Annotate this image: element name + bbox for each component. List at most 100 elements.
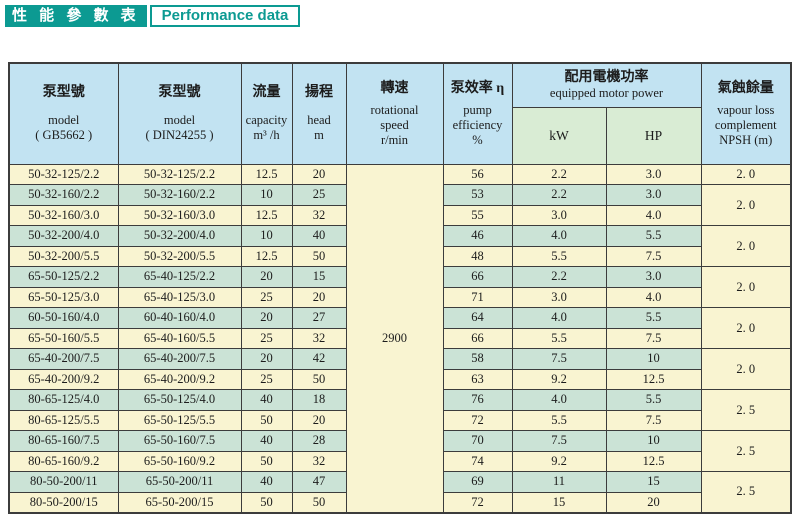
cell-efficiency: 64 xyxy=(442,307,513,329)
cell-model-din: 50-32-125/2.2 xyxy=(117,163,242,185)
cell-hp: 5.5 xyxy=(605,225,702,247)
header-motor-power-zh: 配用電機功率 xyxy=(564,70,649,86)
page-title-zh: 性 能 參 數 表 xyxy=(5,5,147,27)
cell-head: 20 xyxy=(291,409,347,431)
table-row: 65-40-200/7.5 65-40-200/7.5 20 42 58 7.5 10 2. … xyxy=(8,348,792,390)
cell-model-gb: 80-65-125/5.5 xyxy=(8,409,119,431)
header-npsh: 氣蝕餘量 vapour loss complement NPSH (m) xyxy=(700,62,792,165)
cell-model-gb: 80-50-200/11 xyxy=(8,471,119,493)
cell-model-gb: 65-40-200/7.5 xyxy=(8,348,119,370)
cell-kw: 4.0 xyxy=(511,307,607,329)
header-model-gb: 泵型號 model ( GB5662 ) xyxy=(8,62,119,165)
cell-efficiency: 48 xyxy=(442,245,513,267)
cell-model-gb: 65-50-125/3.0 xyxy=(8,286,119,308)
cell-model-din: 65-50-160/7.5 xyxy=(117,430,242,452)
cell-model-din: 50-32-200/4.0 xyxy=(117,225,242,247)
cell-hp: 3.0 xyxy=(605,163,702,185)
cell-hp: 10 xyxy=(605,430,702,452)
cell-efficiency: 76 xyxy=(442,389,513,411)
cell-model-gb: 80-65-160/9.2 xyxy=(8,450,119,472)
cell-kw: 5.5 xyxy=(511,409,607,431)
header-motor-power: 配用電機功率 equipped motor power xyxy=(511,62,702,108)
cell-speed: 2900 xyxy=(345,163,444,513)
cell-kw: 5.5 xyxy=(511,245,607,267)
cell-npsh: 2. 5 xyxy=(700,430,792,472)
performance-table: 泵型號 model ( GB5662 ) 泵型號 model ( DIN2425… xyxy=(8,62,793,514)
cell-model-gb: 65-50-125/2.2 xyxy=(8,266,119,288)
cell-npsh: 2. 5 xyxy=(700,471,792,513)
header-hp: HP xyxy=(605,106,702,165)
cell-efficiency: 70 xyxy=(442,430,513,452)
cell-capacity: 20 xyxy=(240,307,293,329)
cell-model-din: 50-32-160/3.0 xyxy=(117,204,242,226)
cell-kw: 3.0 xyxy=(511,286,607,308)
table-row: 65-40-200/9.2 65-40-200/9.2 25 50 63 9.2 12.5 xyxy=(8,368,791,390)
cell-hp: 12.5 xyxy=(605,368,702,390)
cell-head: 50 xyxy=(291,368,347,390)
cell-efficiency: 71 xyxy=(442,286,513,308)
cell-capacity: 25 xyxy=(240,327,293,349)
cell-model-din: 65-40-125/2.2 xyxy=(117,266,242,288)
cell-kw: 15 xyxy=(511,491,607,513)
cell-capacity: 20 xyxy=(240,266,293,288)
table-row: 60-50-160/4.0 60-40-160/4.0 20 27 64 4.0 5.5 2.… xyxy=(8,307,792,349)
cell-kw: 2.2 xyxy=(511,266,607,288)
cell-head: 25 xyxy=(291,184,347,206)
header-head-zh: 揚程 xyxy=(305,85,333,101)
header-kw: kW xyxy=(511,106,607,165)
cell-model-din: 65-50-125/5.5 xyxy=(117,409,242,431)
table-row: 50-32-125/2.2 50-32-125/2.2 12.5 20 2900 56 2.… xyxy=(8,163,792,513)
cell-model-gb: 50-32-160/2.2 xyxy=(8,184,119,206)
cell-head: 42 xyxy=(291,348,347,370)
header-efficiency-zh: 泵效率 η xyxy=(450,80,505,96)
cell-hp: 7.5 xyxy=(605,327,702,349)
cell-efficiency: 63 xyxy=(442,368,513,390)
cell-kw: 9.2 xyxy=(511,450,607,472)
cell-capacity: 10 xyxy=(240,225,293,247)
cell-npsh: 2. 0 xyxy=(700,307,792,349)
cell-capacity: 50 xyxy=(240,450,293,472)
cell-efficiency: 55 xyxy=(442,204,513,226)
cell-hp: 5.5 xyxy=(605,389,702,411)
cell-capacity: 12.5 xyxy=(240,204,293,226)
cell-model-din: 65-50-200/11 xyxy=(117,471,242,493)
cell-head: 28 xyxy=(291,430,347,452)
cell-model-gb: 50-32-125/2.2 xyxy=(8,163,119,185)
header-speed-zh: 轉速 xyxy=(380,80,409,96)
cell-hp: 7.5 xyxy=(605,409,702,431)
header-npsh-zh: 氣蝕餘量 xyxy=(717,80,774,96)
cell-npsh: 2. 0 xyxy=(700,225,792,267)
cell-npsh: 2. 0 xyxy=(700,184,792,226)
cell-hp: 3.0 xyxy=(605,184,702,206)
cell-kw: 7.5 xyxy=(511,430,607,452)
cell-hp: 3.0 xyxy=(605,266,702,288)
cell-head: 15 xyxy=(291,266,347,288)
cell-model-din: 60-40-160/4.0 xyxy=(117,307,242,329)
cell-kw: 9.2 xyxy=(511,368,607,390)
cell-head: 32 xyxy=(291,327,347,349)
cell-hp: 4.0 xyxy=(605,204,702,226)
cell-head: 32 xyxy=(291,204,347,226)
cell-model-din: 50-32-160/2.2 xyxy=(117,184,242,206)
cell-efficiency: 74 xyxy=(442,450,513,472)
header-efficiency: 泵效率 η pump efficiency % xyxy=(442,62,513,165)
table-row: 80-65-160/9.2 65-50-160/9.2 50 32 74 9.2 12.5 xyxy=(8,450,791,472)
cell-head: 40 xyxy=(291,225,347,247)
cell-hp: 15 xyxy=(605,471,702,493)
cell-model-din: 65-40-200/7.5 xyxy=(117,348,242,370)
cell-head: 20 xyxy=(291,286,347,308)
cell-kw: 3.0 xyxy=(511,204,607,226)
cell-hp: 4.0 xyxy=(605,286,702,308)
cell-capacity: 10 xyxy=(240,184,293,206)
cell-head: 50 xyxy=(291,491,347,513)
cell-capacity: 40 xyxy=(240,430,293,452)
cell-model-din: 65-40-200/9.2 xyxy=(117,368,242,390)
header-model-gb-zh: 泵型號 xyxy=(42,85,85,101)
cell-capacity: 50 xyxy=(240,409,293,431)
cell-efficiency: 46 xyxy=(442,225,513,247)
header-head: 揚程 head m xyxy=(291,62,347,165)
table-body: 50-32-125/2.2 50-32-125/2.2 12.5 20 2900 56 2.… xyxy=(8,163,792,513)
cell-model-din: 65-50-125/4.0 xyxy=(117,389,242,411)
header-model-din-zh: 泵型號 xyxy=(158,85,201,101)
header-speed: 轉速 rotational speed r/min xyxy=(345,62,444,165)
